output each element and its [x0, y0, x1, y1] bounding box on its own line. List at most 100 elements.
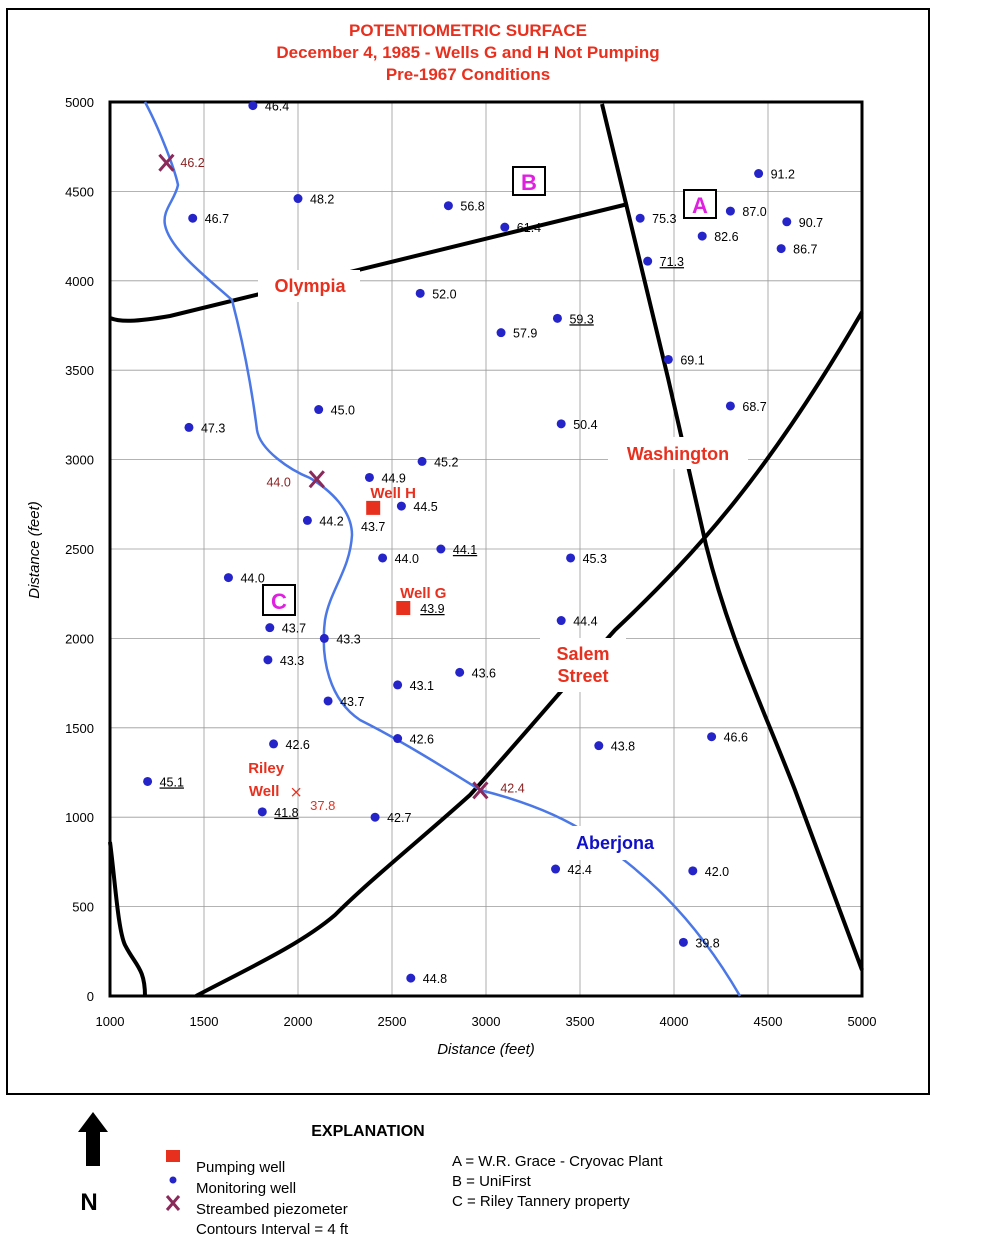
well-value-label: 42.6: [286, 738, 310, 752]
monitoring-well: [500, 222, 510, 232]
well-value-label: 61.4: [517, 221, 541, 235]
monitoring-well: [443, 201, 453, 211]
monitoring-well: [417, 456, 427, 466]
y-tick-label: 5000: [65, 95, 94, 110]
salem-bg: [540, 638, 626, 692]
well-value-label: 82.6: [714, 230, 738, 244]
monitoring-well: [688, 866, 698, 876]
well-value-label: 42.4: [568, 863, 592, 877]
monitoring-well: [782, 217, 792, 227]
monitoring-well: [393, 734, 403, 744]
well-value-label: 44.9: [381, 471, 405, 485]
y-tick-label: 500: [72, 900, 94, 915]
well-value-label: 52.0: [432, 287, 456, 301]
well-value-label: 39.8: [695, 936, 719, 950]
well-value-label: 42.7: [387, 811, 411, 825]
well-value-label: 44.0: [240, 572, 264, 586]
title-line-1: POTENTIOMETRIC SURFACE: [349, 21, 587, 40]
well-value-label: 45.0: [331, 404, 355, 418]
y-tick-label: 1500: [65, 721, 94, 736]
well-value-label: 91.2: [771, 168, 795, 182]
monitoring-well: [370, 812, 380, 822]
x-tick-label: 4000: [660, 1014, 689, 1029]
area-labels: Olympia Washington Salem Street Aberjona: [258, 270, 748, 860]
y-tick-labels: 0 500 1000 1500 2000 2500 3000 3500 4000 4500 5000: [65, 95, 94, 1004]
figure-frame: [6, 8, 930, 1095]
boundary-lines: [108, 103, 864, 998]
legend-site-b: B = UniFirst: [452, 1173, 532, 1190]
north-arrow: N: [78, 1112, 108, 1216]
y-tick-label: 3000: [65, 453, 94, 468]
well-value-label: 90.7: [799, 216, 823, 230]
site-a-box: [683, 189, 717, 219]
legend-site-c: C = Riley Tannery property: [452, 1193, 630, 1210]
piezometer-value: 42.4: [500, 781, 524, 795]
pumping-well: [396, 601, 411, 616]
monitoring-well: [635, 213, 645, 223]
monitoring-well: [314, 405, 324, 415]
monitoring-well: [678, 937, 688, 947]
monitoring-well: [594, 741, 604, 751]
monitoring-well: [406, 973, 416, 983]
piezometer-value: 44.0: [266, 475, 290, 489]
monitoring-well: [396, 501, 406, 511]
label-washington: Washington: [627, 444, 729, 464]
monitoring-well: [223, 573, 233, 583]
x-tick-label: 4500: [754, 1014, 783, 1029]
y-tick-label: 0: [87, 989, 94, 1004]
well-value-label: 87.0: [742, 205, 766, 219]
olympia-bg: [258, 270, 360, 302]
well-value-label: 46.6: [724, 731, 748, 745]
well-value-label: 69.1: [680, 353, 704, 367]
well-h-value: 43.7: [361, 520, 385, 534]
y-tick-label: 3500: [65, 363, 94, 378]
monitoring-well: [725, 401, 735, 411]
well-value-label: 44.5: [413, 500, 437, 514]
legend-contour: Contours Interval = 4 ft: [196, 1221, 349, 1238]
well-value-label: 44.2: [319, 514, 343, 528]
x-tick-label: 3500: [566, 1014, 595, 1029]
monitoring-well: [436, 544, 446, 554]
map-title: POTENTIOMETRIC SURFACE December 4, 1985 …: [276, 21, 659, 84]
monitoring-well: [556, 419, 566, 429]
riley-well-name-1: Riley: [248, 760, 285, 777]
well-value-label: 43.3: [280, 654, 304, 668]
boundary-olympia: [109, 202, 629, 323]
y-axis-label: Distance (feet): [26, 501, 43, 599]
well-value-label: 56.8: [460, 200, 484, 214]
label-aberjona: Aberjona: [576, 833, 655, 853]
well-value-label: 59.3: [569, 312, 593, 326]
monitoring-well: [263, 655, 273, 665]
x-tick-label: 5000: [848, 1014, 877, 1029]
monitoring-well: [364, 472, 374, 482]
well-value-label: 86.7: [793, 243, 817, 257]
monitoring-well: [265, 623, 275, 633]
well-value-label: 43.7: [282, 622, 306, 636]
monitoring-well: [551, 864, 561, 874]
well-value-label: 43.1: [410, 679, 434, 693]
well-value-label: 48.2: [310, 193, 334, 207]
monitoring-well: [378, 553, 388, 563]
monitoring-well: [269, 739, 279, 749]
x-tick-label: 2000: [284, 1014, 313, 1029]
plot-border: [108, 100, 864, 998]
well-value-label: 46.4: [265, 100, 289, 114]
legend-piezometer: Streambed piezometer: [196, 1201, 348, 1218]
title-line-2: December 4, 1985 - Wells G and H Not Pum…: [276, 43, 659, 62]
label-salem: Salem Street: [556, 644, 609, 686]
x-tick-label: 2500: [378, 1014, 407, 1029]
x-axis-label: Distance (feet): [437, 1041, 535, 1058]
well-value-label: 71.3: [660, 255, 684, 269]
piezometer-value: 46.2: [180, 156, 204, 170]
washington-bg: [608, 437, 748, 469]
boundary-southwest: [108, 841, 147, 997]
well-value-label: 41.8: [274, 806, 298, 820]
boundary-salem: [195, 310, 864, 998]
boundary-washington: [600, 103, 864, 971]
well-value-label: 45.1: [160, 775, 184, 789]
well-value-label: 57.9: [513, 327, 537, 341]
legend-site-a: A = W.R. Grace - Cryovac Plant: [452, 1153, 663, 1170]
monitoring-well: [257, 807, 267, 817]
site-c-letter: C: [271, 589, 287, 614]
y-tick-label: 4000: [65, 274, 94, 289]
